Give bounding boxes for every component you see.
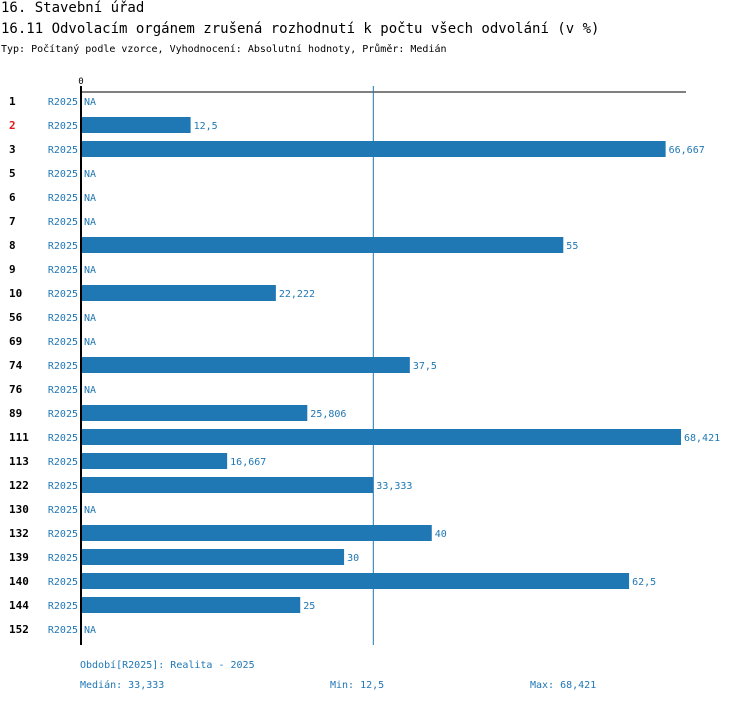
data-label: NA — [84, 193, 96, 204]
chart-title: 16.11 Odvolacím orgánem zrušená rozhodnu… — [1, 21, 600, 37]
data-label: NA — [84, 385, 96, 396]
category-label: 10 — [9, 287, 22, 300]
data-label: 16,667 — [230, 457, 266, 468]
data-label: 66,667 — [669, 145, 705, 156]
bar — [81, 285, 276, 301]
category-label: 139 — [9, 551, 29, 564]
series-label: R2025 — [48, 361, 78, 372]
data-label: NA — [84, 505, 96, 516]
footer-period: Období[R2025]: Realita - 2025 — [80, 660, 255, 671]
category-label: 132 — [9, 527, 29, 540]
data-label: NA — [84, 625, 96, 636]
category-label: 89 — [9, 407, 22, 420]
data-label: 33,333 — [376, 481, 412, 492]
bar — [81, 117, 191, 133]
data-label: NA — [84, 217, 96, 228]
series-label: R2025 — [48, 145, 78, 156]
data-label: 40 — [435, 529, 447, 540]
bar — [81, 477, 374, 493]
bar — [81, 597, 301, 613]
category-label: 111 — [9, 431, 29, 444]
series-label: R2025 — [48, 553, 78, 564]
data-label: 68,421 — [684, 433, 720, 444]
bar — [81, 525, 432, 541]
category-label: 5 — [9, 167, 16, 180]
bar — [81, 141, 666, 157]
series-label: R2025 — [48, 121, 78, 132]
series-label: R2025 — [48, 625, 78, 636]
category-label: 6 — [9, 191, 16, 204]
footer-max: Max: 68,421 — [530, 680, 597, 691]
category-label: 74 — [9, 359, 23, 372]
data-label: 25 — [303, 601, 315, 612]
series-label: R2025 — [48, 433, 78, 444]
data-label: 55 — [566, 241, 578, 252]
bar — [81, 573, 630, 589]
series-label: R2025 — [48, 289, 78, 300]
series-label: R2025 — [48, 313, 78, 324]
x-tick-label: 0 — [78, 77, 83, 87]
bar — [81, 453, 228, 469]
category-label: 7 — [9, 215, 16, 228]
series-label: R2025 — [48, 601, 78, 612]
series-label: R2025 — [48, 265, 78, 276]
series-label: R2025 — [48, 577, 78, 588]
data-label: NA — [84, 97, 96, 108]
bar — [81, 357, 410, 373]
category-label: 140 — [9, 575, 29, 588]
series-label: R2025 — [48, 193, 78, 204]
data-label: 22,222 — [279, 289, 315, 300]
section-title: 16. Stavební úřad — [1, 0, 145, 16]
data-label: 62,5 — [632, 577, 656, 588]
category-label: 9 — [9, 263, 16, 276]
category-label: 1 — [9, 95, 16, 108]
category-label: 130 — [9, 503, 29, 516]
category-label: 152 — [9, 623, 29, 636]
category-label: 69 — [9, 335, 22, 348]
data-label: 30 — [347, 553, 359, 564]
data-label: NA — [84, 265, 96, 276]
category-label: 2 — [9, 119, 16, 132]
data-label: 37,5 — [413, 361, 437, 372]
series-label: R2025 — [48, 241, 78, 252]
data-label: 25,806 — [310, 409, 346, 420]
bar — [81, 405, 308, 421]
data-label: 12,5 — [194, 121, 218, 132]
chart-subtitle: Typ: Počítaný podle vzorce, Vyhodnocení:… — [1, 44, 447, 55]
category-label: 144 — [9, 599, 29, 612]
series-label: R2025 — [48, 529, 78, 540]
category-label: 56 — [9, 311, 23, 324]
bar — [81, 429, 681, 445]
data-label: NA — [84, 313, 96, 324]
series-label: R2025 — [48, 457, 78, 468]
category-label: 8 — [9, 239, 16, 252]
footer-min: Min: 12,5 — [330, 680, 385, 691]
bar — [81, 549, 345, 565]
category-label: 122 — [9, 479, 29, 492]
data-label: NA — [84, 169, 96, 180]
series-label: R2025 — [48, 337, 78, 348]
series-label: R2025 — [48, 409, 78, 420]
data-label: NA — [84, 337, 96, 348]
bar — [81, 237, 564, 253]
category-label: 76 — [9, 383, 23, 396]
series-label: R2025 — [48, 385, 78, 396]
category-label: 113 — [9, 455, 29, 468]
category-label: 3 — [9, 143, 16, 156]
series-label: R2025 — [48, 217, 78, 228]
series-label: R2025 — [48, 169, 78, 180]
series-label: R2025 — [48, 481, 78, 492]
series-label: R2025 — [48, 97, 78, 108]
footer-median: Medián: 33,333 — [80, 680, 165, 691]
series-label: R2025 — [48, 505, 78, 516]
